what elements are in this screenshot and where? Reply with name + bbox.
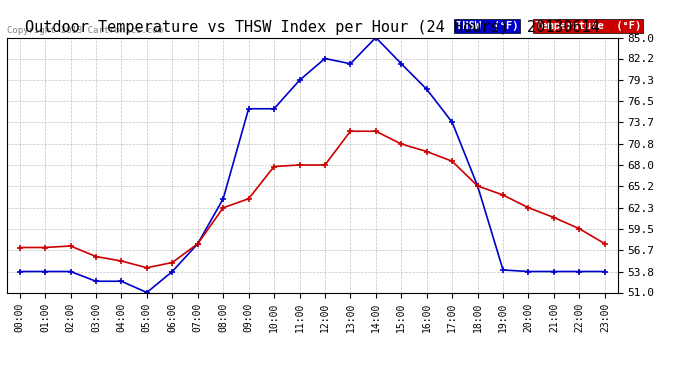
Title: Outdoor Temperature vs THSW Index per Hour (24 Hours)  20130614: Outdoor Temperature vs THSW Index per Ho… [25,20,600,35]
Text: Temperature  (°F): Temperature (°F) [535,21,642,31]
Text: Copyright 2013 Cartronics.com: Copyright 2013 Cartronics.com [7,26,163,35]
Text: THSW  (°F): THSW (°F) [455,21,518,31]
